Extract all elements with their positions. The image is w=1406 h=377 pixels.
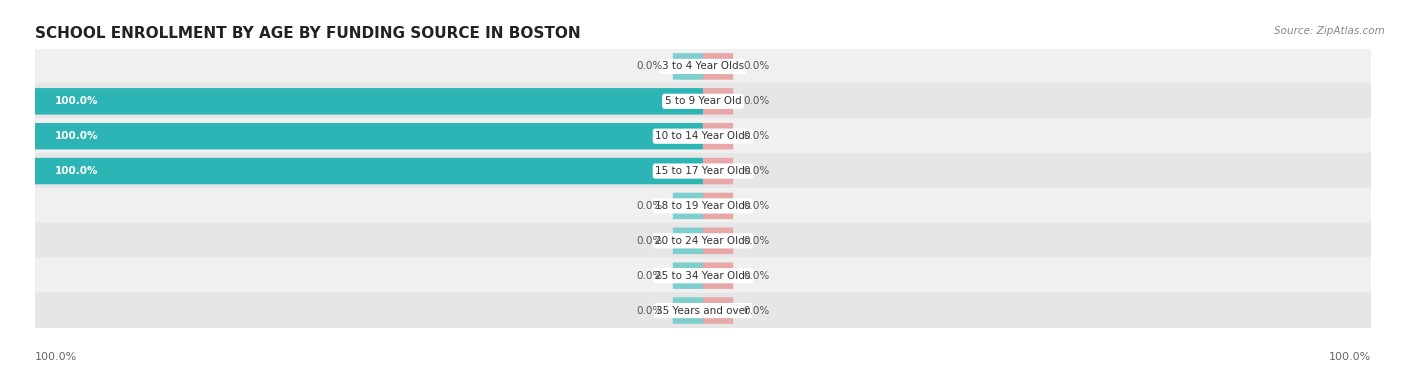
FancyBboxPatch shape xyxy=(35,118,1371,154)
Text: 18 to 19 Year Olds: 18 to 19 Year Olds xyxy=(655,201,751,211)
Text: 3 to 4 Year Olds: 3 to 4 Year Olds xyxy=(662,61,744,72)
FancyBboxPatch shape xyxy=(703,297,733,324)
Text: SCHOOL ENROLLMENT BY AGE BY FUNDING SOURCE IN BOSTON: SCHOOL ENROLLMENT BY AGE BY FUNDING SOUR… xyxy=(35,26,581,41)
Text: 100.0%: 100.0% xyxy=(55,96,98,106)
FancyBboxPatch shape xyxy=(703,228,733,254)
Text: 0.0%: 0.0% xyxy=(742,305,769,316)
Text: 0.0%: 0.0% xyxy=(637,305,662,316)
Text: 5 to 9 Year Old: 5 to 9 Year Old xyxy=(665,96,741,106)
Text: 0.0%: 0.0% xyxy=(742,236,769,246)
Text: 0.0%: 0.0% xyxy=(742,201,769,211)
Text: 0.0%: 0.0% xyxy=(742,166,769,176)
Text: 100.0%: 100.0% xyxy=(1329,352,1371,362)
FancyBboxPatch shape xyxy=(35,293,1371,329)
FancyBboxPatch shape xyxy=(703,123,733,149)
Text: 20 to 24 Year Olds: 20 to 24 Year Olds xyxy=(655,236,751,246)
Text: 100.0%: 100.0% xyxy=(55,131,98,141)
FancyBboxPatch shape xyxy=(703,193,733,219)
FancyBboxPatch shape xyxy=(35,188,1371,224)
FancyBboxPatch shape xyxy=(673,193,703,219)
Text: 0.0%: 0.0% xyxy=(637,201,662,211)
FancyBboxPatch shape xyxy=(35,88,703,115)
Text: 15 to 17 Year Olds: 15 to 17 Year Olds xyxy=(655,166,751,176)
Text: 0.0%: 0.0% xyxy=(637,61,662,72)
Text: 25 to 34 Year Olds: 25 to 34 Year Olds xyxy=(655,271,751,281)
Text: Source: ZipAtlas.com: Source: ZipAtlas.com xyxy=(1274,26,1385,37)
FancyBboxPatch shape xyxy=(35,158,703,184)
Text: 10 to 14 Year Olds: 10 to 14 Year Olds xyxy=(655,131,751,141)
FancyBboxPatch shape xyxy=(673,228,703,254)
Text: 0.0%: 0.0% xyxy=(637,236,662,246)
FancyBboxPatch shape xyxy=(703,88,733,115)
FancyBboxPatch shape xyxy=(703,262,733,289)
FancyBboxPatch shape xyxy=(35,223,1371,259)
Text: 100.0%: 100.0% xyxy=(55,166,98,176)
Text: 0.0%: 0.0% xyxy=(637,271,662,281)
FancyBboxPatch shape xyxy=(703,53,733,80)
Text: 0.0%: 0.0% xyxy=(742,61,769,72)
Text: 0.0%: 0.0% xyxy=(742,131,769,141)
FancyBboxPatch shape xyxy=(35,123,703,149)
Text: 0.0%: 0.0% xyxy=(742,96,769,106)
Text: 0.0%: 0.0% xyxy=(742,271,769,281)
FancyBboxPatch shape xyxy=(35,83,1371,120)
FancyBboxPatch shape xyxy=(673,262,703,289)
FancyBboxPatch shape xyxy=(35,48,1371,84)
FancyBboxPatch shape xyxy=(35,153,1371,189)
Text: 35 Years and over: 35 Years and over xyxy=(657,305,749,316)
Text: 100.0%: 100.0% xyxy=(35,352,77,362)
FancyBboxPatch shape xyxy=(703,158,733,184)
FancyBboxPatch shape xyxy=(35,257,1371,294)
FancyBboxPatch shape xyxy=(673,53,703,80)
FancyBboxPatch shape xyxy=(673,297,703,324)
